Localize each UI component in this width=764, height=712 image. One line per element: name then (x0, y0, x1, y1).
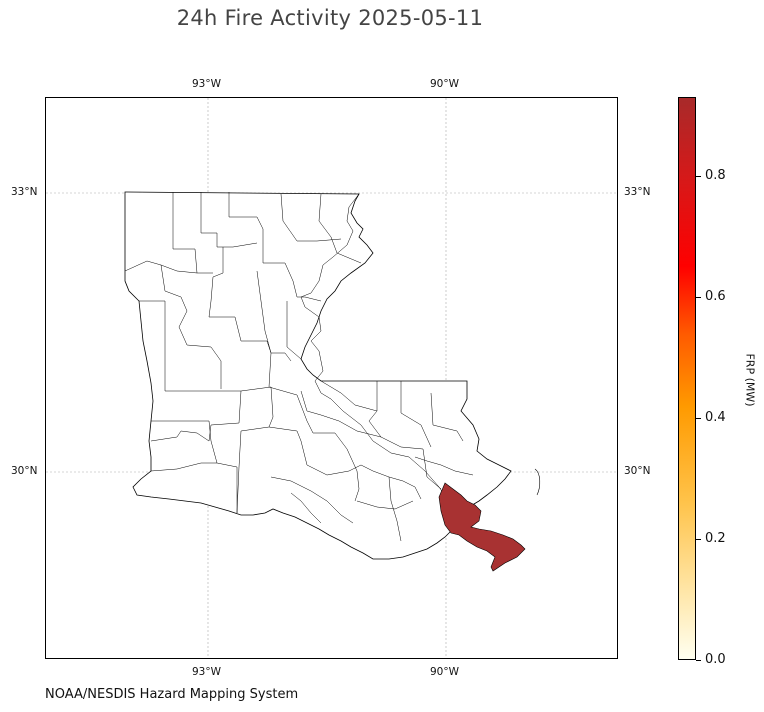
gridlines (46, 98, 617, 658)
map-frame[interactable] (45, 97, 618, 659)
lon-tick-bottom-93w: 93°W (192, 666, 221, 678)
colorbar-tick-mark (696, 418, 701, 419)
data-credit: NOAA/NESDIS Hazard Mapping System (45, 687, 299, 702)
state-outline (124, 191, 512, 560)
mississippi-river (300, 193, 470, 522)
lon-tick-top-93w: 93°W (192, 78, 221, 90)
colorbar-tick-mark (696, 539, 701, 540)
colorbar (678, 97, 696, 660)
colorbar-tick-label: 0.4 (705, 410, 726, 425)
colorbar-tick-mark (696, 297, 701, 298)
colorbar-tick-label: 0.0 (705, 652, 726, 667)
lat-tick-left-30n: 30°N (11, 465, 38, 477)
lat-tick-right-30n: 30°N (624, 465, 651, 477)
map-title: 24h Fire Activity 2025-05-11 (176, 6, 484, 30)
colorbar-tick-label: 0.2 (705, 531, 726, 546)
colorbar-tick-mark (696, 660, 701, 661)
colorbar-title: FRP (MW) (743, 353, 757, 407)
louisiana-map (46, 98, 617, 658)
lon-tick-top-90w: 90°W (430, 78, 459, 90)
parish-boundaries (124, 192, 474, 542)
colorbar-tick-label: 0.8 (705, 168, 726, 183)
lat-tick-right-33n: 33°N (624, 186, 651, 198)
coastal-island (534, 468, 541, 496)
fire-activity-area (438, 482, 526, 572)
lon-tick-bottom-90w: 90°W (430, 666, 459, 678)
colorbar-tick-mark (696, 176, 701, 177)
colorbar-tick-label: 0.6 (705, 289, 726, 304)
lat-tick-left-33n: 33°N (11, 186, 38, 198)
